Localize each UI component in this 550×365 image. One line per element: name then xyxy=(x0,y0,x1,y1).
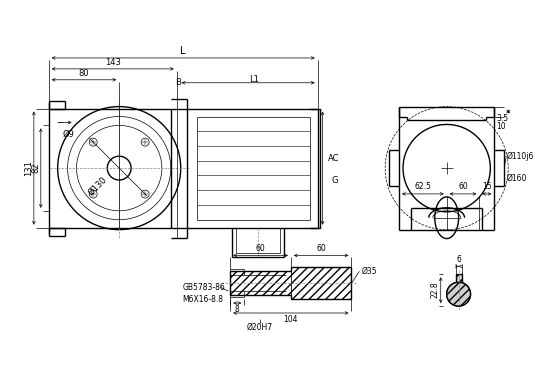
Text: 22.8: 22.8 xyxy=(430,282,439,299)
Text: 3.5: 3.5 xyxy=(496,114,508,123)
Text: 60: 60 xyxy=(256,244,266,253)
Text: AC: AC xyxy=(328,154,339,163)
Text: 8: 8 xyxy=(235,304,240,314)
Bar xyxy=(291,267,351,299)
Text: Ø9: Ø9 xyxy=(63,130,74,139)
Bar xyxy=(230,271,291,295)
Text: L1: L1 xyxy=(249,75,259,84)
Text: 143: 143 xyxy=(105,58,120,68)
Text: Ø20H7: Ø20H7 xyxy=(247,322,273,331)
Text: Ø160: Ø160 xyxy=(506,173,526,182)
Text: M6X16-8.8: M6X16-8.8 xyxy=(183,295,224,304)
Text: B: B xyxy=(175,78,180,87)
Text: L: L xyxy=(180,46,186,56)
Text: Ø110j6: Ø110j6 xyxy=(506,151,534,161)
Circle shape xyxy=(447,282,470,306)
Text: 60: 60 xyxy=(316,244,326,253)
Text: 60: 60 xyxy=(458,182,468,192)
Text: 15: 15 xyxy=(482,182,492,192)
Text: Ø130: Ø130 xyxy=(86,175,108,197)
Text: 62.5: 62.5 xyxy=(415,182,431,192)
Text: 6: 6 xyxy=(456,255,461,264)
Text: 104: 104 xyxy=(284,315,298,324)
Text: Ø35: Ø35 xyxy=(361,267,377,276)
Text: 82: 82 xyxy=(31,163,40,173)
Text: G: G xyxy=(332,176,338,185)
Text: 80: 80 xyxy=(79,69,89,78)
Text: 131: 131 xyxy=(24,160,34,176)
Text: GB5783-86: GB5783-86 xyxy=(183,283,226,292)
Circle shape xyxy=(447,282,470,306)
Bar xyxy=(455,274,461,282)
Text: 10: 10 xyxy=(496,122,506,131)
